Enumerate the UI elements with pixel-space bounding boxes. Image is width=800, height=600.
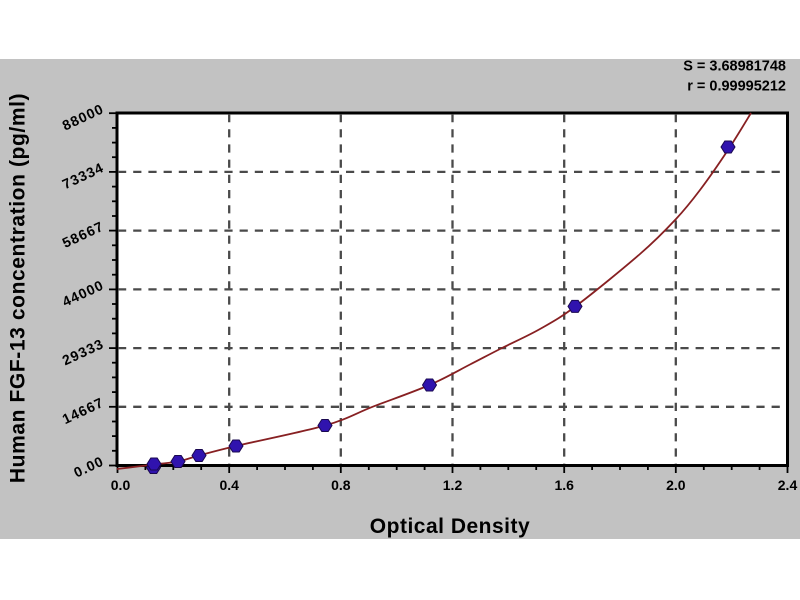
svg-text:1.6: 1.6: [554, 477, 574, 493]
svg-text:2.0: 2.0: [666, 477, 686, 493]
svg-text:Human FGF-13 concentration (p: Human FGF-13 concentration (pg/ml): [7, 93, 30, 483]
svg-text:2.4: 2.4: [778, 477, 798, 493]
svg-text:S = 3.68981748: S = 3.68981748: [683, 59, 786, 75]
svg-text:0.4: 0.4: [219, 477, 239, 493]
svg-text:Optical Density: Optical Density: [370, 515, 530, 538]
svg-text:0.8: 0.8: [331, 477, 351, 493]
svg-text:1.2: 1.2: [443, 477, 463, 493]
svg-text:r = 0.99995212: r = 0.99995212: [687, 79, 786, 95]
svg-text:0.0: 0.0: [111, 477, 131, 493]
